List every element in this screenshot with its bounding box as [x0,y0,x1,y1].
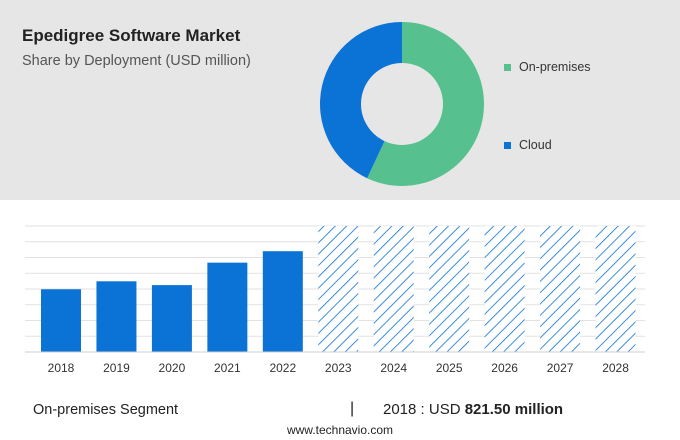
x-tick-label-2028: 2028 [602,361,629,375]
x-tick-label-2025: 2025 [436,361,463,375]
x-tick-label-2020: 2020 [159,361,186,375]
x-tick-label-2023: 2023 [325,361,352,375]
bar-2021 [207,262,248,352]
legend-item-cloud: Cloud [504,138,552,152]
forecast-bar-2025 [429,226,470,352]
legend-item-on-premises: On-premises [504,60,591,74]
x-tick-label-2018: 2018 [48,361,75,375]
segment-value: 2018 : USD 821.50 million [383,401,563,418]
legend-label-on-premises: On-premises [519,60,591,74]
x-tick-label-2022: 2022 [269,361,296,375]
x-tick-label-2021: 2021 [214,361,241,375]
x-tick-label-2019: 2019 [103,361,130,375]
bar-2022 [262,251,303,352]
legend-label-cloud: Cloud [519,138,552,152]
legend-swatch-on-premises [504,63,511,71]
bar-2019 [96,281,137,352]
x-tick-label-2026: 2026 [491,361,518,375]
segment-year: 2018 : USD [383,401,465,418]
x-tick-label-2024: 2024 [380,361,407,375]
forecast-bar-2027 [540,226,581,352]
donut-chart [320,22,485,187]
legend-swatch-cloud [504,141,511,149]
forecast-bar-2024 [373,226,414,352]
footer-separator: | [350,400,355,417]
source-link[interactable]: www.technavio.com [286,423,394,437]
segment-amount: 821.50 million [464,401,564,418]
bar-2020 [151,285,192,352]
donut-slice-cloud [320,22,402,179]
bar-2018 [41,289,81,352]
forecast-bar-2026 [484,226,525,352]
donut-slice-on-premises [367,22,485,187]
chart-title: Epedigree Software Market [22,26,241,45]
forecast-bar-2028 [595,226,636,352]
forecast-bar-2023 [318,226,359,352]
bar-chart: 2018 2019 2020 2021 2022 2023 2024 2025 2026 2027… [25,225,645,375]
segment-label: On-premises Segment [33,402,179,418]
chart-subtitle: Share by Deployment (USD million) [22,53,251,69]
x-tick-label-2027: 2027 [547,361,574,375]
